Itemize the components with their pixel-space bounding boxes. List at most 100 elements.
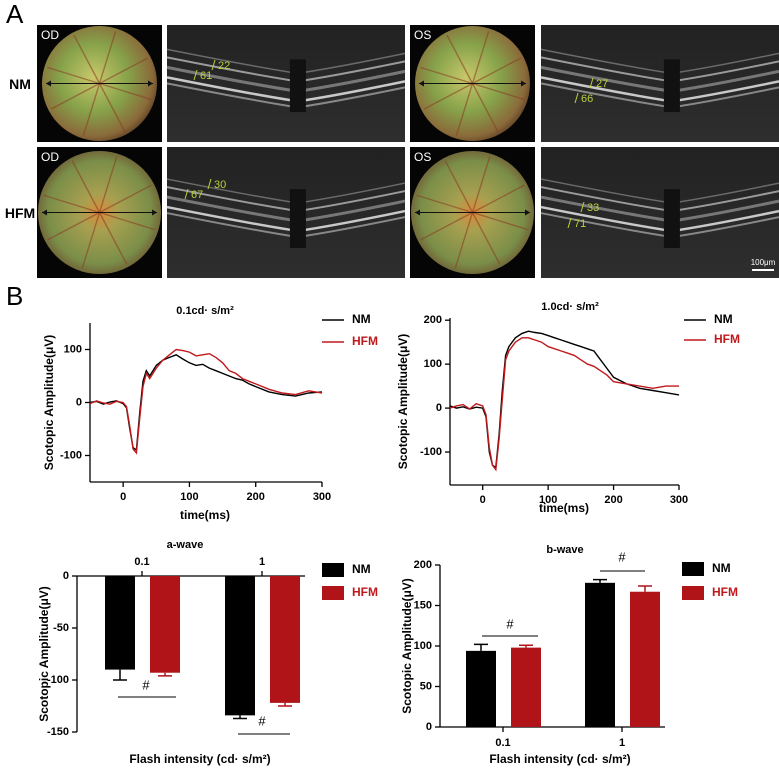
vessel bbox=[444, 160, 474, 213]
measurement: 71 bbox=[574, 218, 586, 230]
bar bbox=[225, 576, 255, 716]
vessel bbox=[81, 212, 101, 269]
error-bar bbox=[593, 578, 607, 583]
legend-label: NM bbox=[714, 312, 733, 326]
y-tick-label: -100 bbox=[420, 446, 442, 458]
vessel bbox=[420, 211, 473, 241]
vessel bbox=[98, 83, 126, 133]
y-tick-label: 150 bbox=[414, 599, 432, 611]
trace bbox=[89, 348, 323, 455]
vessel bbox=[98, 31, 117, 84]
bar bbox=[585, 582, 615, 727]
y-tick-label: -150 bbox=[47, 726, 69, 738]
row-label: NM bbox=[9, 76, 31, 92]
x-tick-label: 200 bbox=[604, 494, 622, 506]
x-axis-title: Flash intensity (cd· s/m²) bbox=[489, 752, 630, 766]
optic-nerve bbox=[663, 59, 680, 112]
panel-label: A bbox=[6, 0, 24, 29]
x-tick-label: 300 bbox=[313, 491, 331, 503]
eye-label: OD bbox=[41, 28, 59, 42]
x-axis-title: time(ms) bbox=[180, 508, 230, 522]
error-bar bbox=[638, 585, 652, 592]
y-tick-label: -100 bbox=[47, 674, 69, 686]
vessel bbox=[471, 83, 499, 133]
error-bar bbox=[278, 702, 292, 707]
bar bbox=[150, 576, 180, 673]
y-tick-label: 200 bbox=[414, 559, 432, 571]
y-tick-label: 200 bbox=[424, 314, 442, 326]
chart-title: a-wave bbox=[167, 539, 204, 551]
bar bbox=[466, 650, 496, 727]
measure-arrow bbox=[193, 69, 198, 81]
significance-mark: # bbox=[506, 616, 514, 631]
oct-image bbox=[541, 147, 779, 278]
y-tick-label: -50 bbox=[53, 622, 69, 634]
vessel bbox=[472, 184, 525, 214]
error-bar bbox=[519, 644, 533, 648]
optic-nerve bbox=[663, 189, 680, 248]
significance-mark: # bbox=[258, 713, 266, 728]
error-bar bbox=[233, 715, 247, 720]
measurement: 33 bbox=[587, 202, 599, 214]
vessel bbox=[47, 66, 100, 85]
vessel bbox=[43, 194, 100, 214]
error-bar bbox=[113, 669, 127, 681]
vessel bbox=[472, 82, 525, 101]
legend-swatch bbox=[322, 586, 344, 600]
y-tick-label: 50 bbox=[420, 680, 432, 692]
x-tick-label: 300 bbox=[670, 494, 688, 506]
vessel bbox=[99, 211, 156, 231]
x-axis-title: Flash intensity (cd· s/m²) bbox=[129, 752, 270, 766]
measure-arrow bbox=[580, 201, 585, 213]
x-tick-label: 0.1 bbox=[495, 737, 510, 749]
panel-label: B bbox=[6, 281, 23, 311]
legend-label: HFM bbox=[712, 585, 738, 599]
bar bbox=[270, 576, 300, 703]
vessel bbox=[82, 83, 101, 136]
x-tick-label: 1 bbox=[259, 556, 265, 568]
y-tick-label: -100 bbox=[60, 449, 82, 461]
legend-swatch bbox=[682, 586, 704, 600]
measurement: 67 bbox=[191, 189, 203, 201]
chart-title: 0.1cd· s/m² bbox=[176, 305, 234, 317]
y-tick-label: 0 bbox=[63, 570, 69, 582]
oct-image bbox=[541, 25, 779, 142]
significance-mark: # bbox=[618, 549, 626, 564]
trace bbox=[89, 354, 323, 452]
measure-arrow bbox=[211, 59, 216, 71]
y-tick-label: 100 bbox=[64, 343, 82, 355]
significance-mark: # bbox=[142, 677, 150, 692]
measure-arrow bbox=[207, 178, 212, 190]
trace bbox=[449, 330, 680, 469]
vessel bbox=[47, 211, 100, 241]
bar bbox=[105, 576, 135, 670]
vessel bbox=[50, 82, 100, 110]
measurement: 27 bbox=[596, 78, 608, 90]
trace bbox=[449, 337, 679, 472]
bar bbox=[511, 647, 541, 727]
measure-arrow bbox=[184, 188, 189, 200]
y-axis-title: Scotopic Amplitude(μV) bbox=[400, 578, 414, 714]
legend-label: HFM bbox=[352, 585, 378, 599]
measure-arrow bbox=[589, 77, 594, 89]
x-tick-label: 100 bbox=[180, 491, 198, 503]
vessel bbox=[99, 184, 152, 214]
vessel bbox=[71, 160, 101, 213]
chart-title: b-wave bbox=[546, 544, 583, 556]
chart-title: 1.0cd· s/m² bbox=[541, 301, 599, 313]
error-bar bbox=[158, 672, 172, 677]
legend-swatch bbox=[682, 562, 704, 576]
vessel bbox=[446, 34, 474, 84]
x-axis-title: time(ms) bbox=[539, 501, 589, 515]
x-tick-label: 100 bbox=[539, 494, 557, 506]
vessel bbox=[423, 82, 473, 110]
vessel bbox=[471, 212, 501, 265]
measurement: 22 bbox=[218, 60, 230, 72]
y-tick-label: 0 bbox=[76, 396, 82, 408]
legend-label: NM bbox=[352, 312, 371, 326]
y-axis-title: Scotopic Amplitude(μV) bbox=[42, 335, 56, 471]
y-tick-label: 100 bbox=[424, 358, 442, 370]
x-tick-label: 0.1 bbox=[134, 556, 149, 568]
measure-arrow bbox=[574, 92, 579, 104]
vessel bbox=[471, 156, 491, 213]
